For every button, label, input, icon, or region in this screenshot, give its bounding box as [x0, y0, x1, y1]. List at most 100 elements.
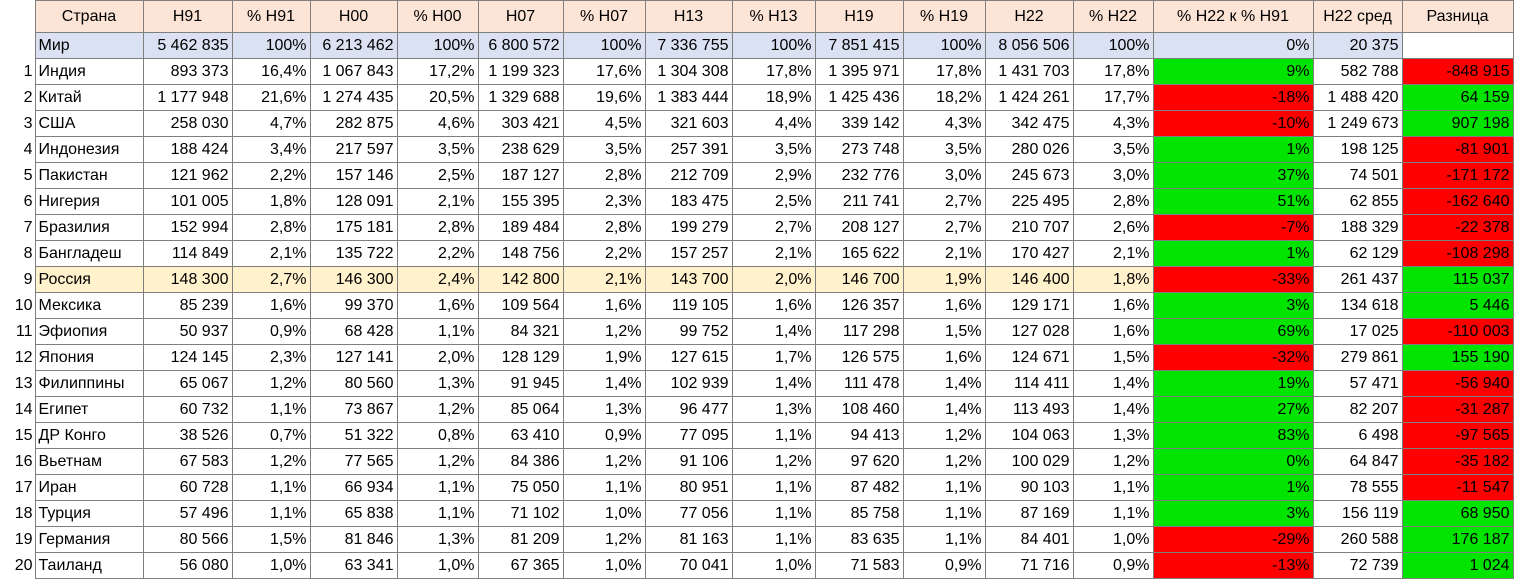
data-cell: 1,1% — [902, 526, 986, 553]
data-cell: 1,1% — [396, 500, 479, 527]
data-cell: 80 951 — [644, 474, 733, 501]
data-cell: 68 428 — [309, 318, 398, 345]
data-cell: 0% — [1152, 32, 1314, 59]
data-cell: 69% — [1152, 318, 1314, 345]
data-cell: 339 142 — [814, 110, 904, 137]
data-cell: 81 163 — [644, 526, 733, 553]
row-number: 19 — [14, 530, 33, 548]
row-number: 4 — [23, 140, 33, 158]
country-name: Мексика — [34, 292, 144, 319]
data-cell: 2,8% — [396, 214, 479, 241]
data-cell: 1,2% — [1072, 448, 1154, 475]
data-cell: 114 411 — [984, 370, 1074, 397]
data-cell: 152 994 — [142, 214, 233, 241]
column-header: % Н00 — [396, 0, 479, 33]
data-cell: 83% — [1152, 422, 1314, 449]
data-cell: 1,2% — [562, 318, 646, 345]
data-cell: 1 395 971 — [814, 58, 904, 85]
data-cell: 108 460 — [814, 396, 904, 423]
data-cell: 175 181 — [309, 214, 398, 241]
data-cell: 146 700 — [814, 266, 904, 293]
data-cell: 1,6% — [231, 292, 311, 319]
data-cell: 18,9% — [731, 84, 816, 111]
data-cell: 1 425 436 — [814, 84, 904, 111]
country-name: Китай — [34, 84, 144, 111]
data-cell: 2,0% — [731, 266, 816, 293]
data-cell: 1,2% — [902, 422, 986, 449]
data-cell: 1,0% — [731, 552, 816, 579]
data-cell: 18,2% — [902, 84, 986, 111]
data-cell: 1,4% — [731, 318, 816, 345]
data-cell: 135 722 — [309, 240, 398, 267]
row-number: 20 — [14, 556, 33, 574]
data-cell: 21,6% — [231, 84, 311, 111]
column-header: Н07 — [477, 0, 564, 33]
data-cell: 75 050 — [477, 474, 564, 501]
data-cell: 60 732 — [142, 396, 233, 423]
data-cell: 56 080 — [142, 552, 233, 579]
data-cell: 148 300 — [142, 266, 233, 293]
data-cell: 1,1% — [1072, 474, 1154, 501]
data-cell: 187 127 — [477, 162, 564, 189]
data-cell: 17 025 — [1312, 318, 1403, 345]
data-cell: 238 629 — [477, 136, 564, 163]
country-name: Филиппины — [34, 370, 144, 397]
data-cell: -18% — [1152, 84, 1314, 111]
data-row: 11 Эфиопия 50 937 0,9% 68 428 1,1% 84 321 1,2% 9… — [0, 318, 1514, 345]
data-cell: 2,5% — [731, 188, 816, 215]
data-row: 19 Германия 80 566 1,5% 81 846 1,3% 81 209 1,2%… — [0, 526, 1514, 553]
data-cell: 1,1% — [396, 318, 479, 345]
row-number: 6 — [23, 192, 33, 210]
data-cell: 19,6% — [562, 84, 646, 111]
data-cell: 3,4% — [231, 136, 311, 163]
data-cell: 0,9% — [231, 318, 311, 345]
data-cell: 38 526 — [142, 422, 233, 449]
data-cell: 1,1% — [396, 474, 479, 501]
data-cell: 188 424 — [142, 136, 233, 163]
country-name: Германия — [34, 526, 144, 553]
data-cell: 62 129 — [1312, 240, 1403, 267]
data-cell: 142 800 — [477, 266, 564, 293]
data-row: 4 Индонезия 188 424 3,4% 217 597 3,5% 238 629 3… — [0, 136, 1514, 163]
data-cell: 2,6% — [1072, 214, 1154, 241]
column-header: % Н91 — [231, 0, 311, 33]
data-cell: 1 304 308 — [644, 58, 733, 85]
row-number: 2 — [23, 88, 33, 106]
data-cell: 128 129 — [477, 344, 564, 371]
row-number: 17 — [14, 478, 33, 496]
column-header: % Н07 — [562, 0, 646, 33]
data-cell: 3,5% — [902, 136, 986, 163]
data-cell: 1,6% — [902, 292, 986, 319]
data-row: 17 Иран 60 728 1,1% 66 934 1,1% 75 050 1,1% 80 9… — [0, 474, 1514, 501]
data-cell: 1,4% — [562, 370, 646, 397]
data-cell: 2,1% — [902, 240, 986, 267]
data-row: 13 Филиппины 65 067 1,2% 80 560 1,3% 91 945 1,4… — [0, 370, 1514, 397]
data-cell: 188 329 — [1312, 214, 1403, 241]
data-cell: 85 758 — [814, 500, 904, 527]
column-header: Н91 — [142, 0, 233, 33]
column-header: % Н22 — [1072, 0, 1154, 33]
data-cell: -110 003 — [1401, 318, 1514, 345]
data-cell: 63 410 — [477, 422, 564, 449]
country-name: ДР Конго — [34, 422, 144, 449]
data-cell: 1,2% — [396, 396, 479, 423]
data-cell: 1 424 261 — [984, 84, 1074, 111]
row-number: 10 — [14, 296, 33, 314]
data-cell: 212 709 — [644, 162, 733, 189]
data-cell: 3,5% — [562, 136, 646, 163]
data-cell: 1 488 420 — [1312, 84, 1403, 111]
row-number: 15 — [14, 426, 33, 444]
data-cell: 81 846 — [309, 526, 398, 553]
data-cell: 111 478 — [814, 370, 904, 397]
country-name: Египет — [34, 396, 144, 423]
data-cell: 1 329 688 — [477, 84, 564, 111]
data-cell: 1,2% — [231, 448, 311, 475]
data-cell: -162 640 — [1401, 188, 1514, 215]
column-header: Н22 — [984, 0, 1074, 33]
data-cell: 17,6% — [562, 58, 646, 85]
data-cell: 257 391 — [644, 136, 733, 163]
country-name: Вьетнам — [34, 448, 144, 475]
data-cell: -22 378 — [1401, 214, 1514, 241]
data-cell: 85 064 — [477, 396, 564, 423]
data-cell: 0,9% — [562, 422, 646, 449]
